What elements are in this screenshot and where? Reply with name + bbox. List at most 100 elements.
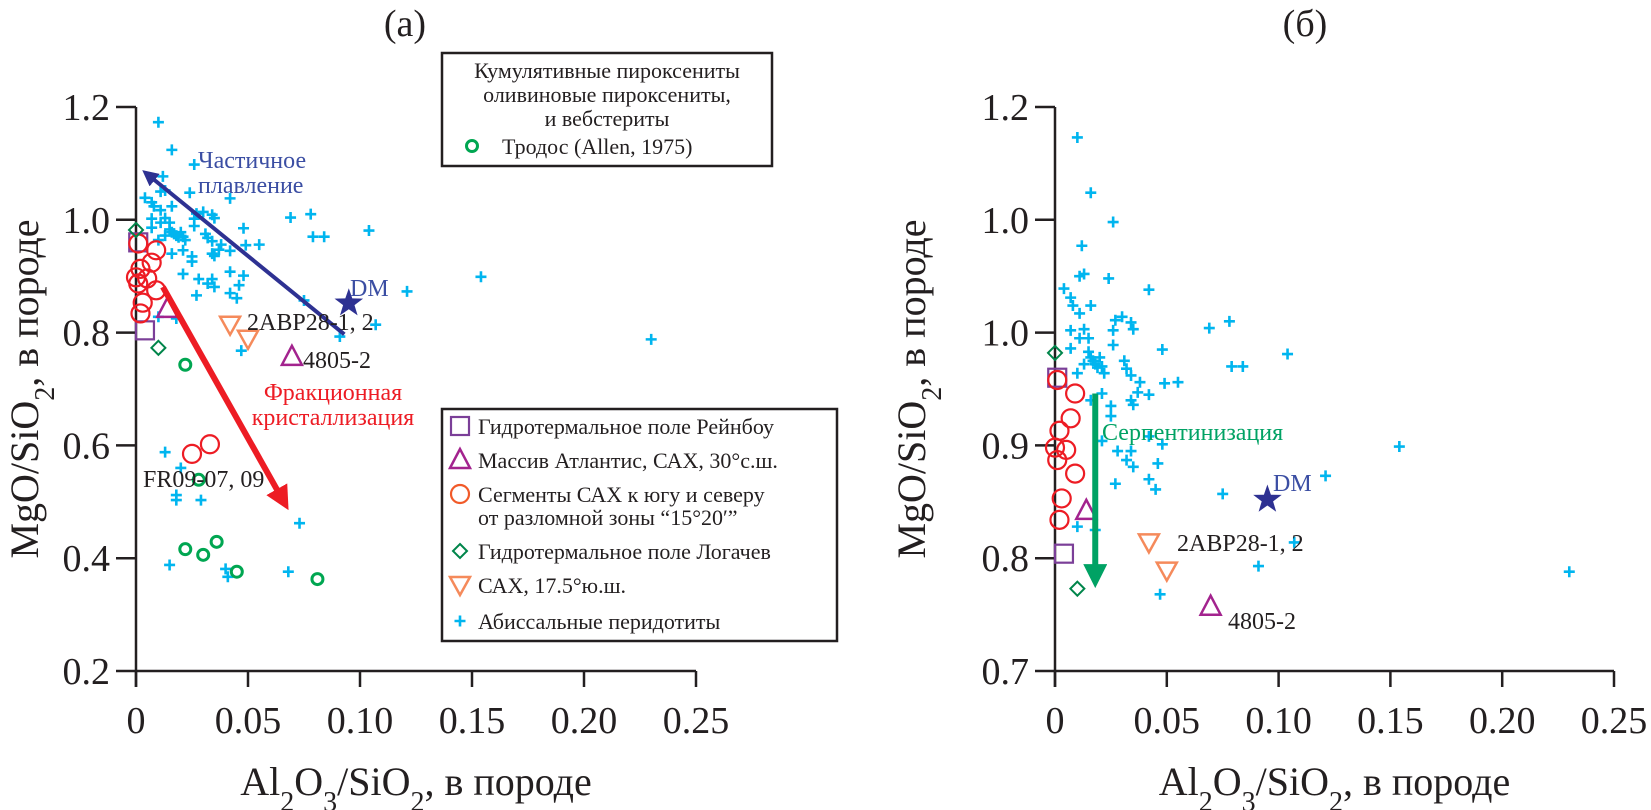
x-tick-label: 0.25 xyxy=(663,700,730,742)
legend-heading: оливиновые пироксениты, xyxy=(483,82,731,107)
point-troodos xyxy=(310,572,325,587)
legend-label-mar175: САХ, 17.5°ю.ш. xyxy=(478,573,626,598)
plot-area xyxy=(1044,131,1575,616)
panel-title: (а) xyxy=(384,3,426,45)
panel-b: (б) 0 0.05 0.10 0.15 0.20 0.25 0.7 0.8 0.9 1.0 1.0 1… xyxy=(889,3,1647,810)
x-tick-label: 0.20 xyxy=(551,700,618,742)
point-abyssal xyxy=(186,256,198,268)
point-abyssal xyxy=(1121,454,1133,466)
point-abyssal xyxy=(1118,355,1130,367)
point-segments xyxy=(1047,449,1068,471)
point-segments xyxy=(130,303,151,324)
point-abyssal xyxy=(1103,272,1115,284)
point-abyssal xyxy=(1156,344,1168,356)
point-abyssal xyxy=(1107,324,1119,336)
point-dm xyxy=(1253,484,1282,512)
point-abyssal xyxy=(166,144,178,156)
y-tick-label: 0.7 xyxy=(982,651,1030,693)
point-abyssal xyxy=(401,285,413,297)
point-abyssal xyxy=(1121,363,1133,375)
point-abyssal xyxy=(475,271,487,283)
panel-a: (а) 0 0.05 0.10 0.15 0.20 0.25 0.2 0.4 0.6 0.8 1.0 1… xyxy=(2,3,839,810)
point-abyssal xyxy=(240,239,252,251)
point-segments xyxy=(199,434,221,455)
point-segments xyxy=(1044,437,1066,458)
point-abyssal xyxy=(215,239,227,251)
point-abyssal xyxy=(645,333,657,345)
series-logatchev xyxy=(1046,344,1086,598)
y-tick-label: 1.0 xyxy=(982,200,1030,242)
legend-heading: Кумулятивные пироксениты xyxy=(474,58,740,83)
point-segments xyxy=(1065,383,1086,404)
point-abyssal xyxy=(139,192,151,204)
point-abyssal xyxy=(1085,187,1097,199)
point-troodos xyxy=(209,534,224,549)
y-tick-label: 0.8 xyxy=(982,538,1030,580)
point-abyssal xyxy=(307,231,319,243)
point-abyssal xyxy=(197,206,209,218)
point-abyssal xyxy=(1125,369,1137,381)
point-abyssal xyxy=(1058,283,1070,295)
legend-main: Гидротермальное поле Рейнбоу Массив Атлан… xyxy=(440,407,839,643)
point-abyssal xyxy=(253,239,265,251)
legend-label-troodos: Тродос (Allen, 1975) xyxy=(502,134,693,159)
point-segments xyxy=(1060,408,1081,429)
legend-marker-rainbow xyxy=(449,415,471,437)
annotation-abp-label: 2ABP28-1, 2 xyxy=(247,310,374,336)
point-abyssal xyxy=(1105,400,1117,412)
x-tick-label: 0.15 xyxy=(439,700,506,742)
point-abyssal xyxy=(1226,360,1238,372)
legend-heading: и вебстериты xyxy=(545,106,670,131)
point-abyssal xyxy=(206,248,218,260)
y-tick-label: 1.2 xyxy=(982,87,1030,129)
point-abyssal xyxy=(1150,483,1162,495)
point-abyssal xyxy=(1109,478,1121,490)
point-abyssal xyxy=(1143,473,1155,485)
point-abyssal xyxy=(1159,377,1171,389)
y-axis-title: MgO/SiO2, в породе xyxy=(2,219,61,558)
point-abyssal xyxy=(1127,399,1139,411)
legend-label-rainbow: Гидротермальное поле Рейнбоу xyxy=(478,414,774,439)
point-abyssal xyxy=(238,270,250,282)
point-abyssal xyxy=(166,200,178,212)
point-abyssal xyxy=(148,200,160,212)
x-tick-label: 0 xyxy=(127,700,146,742)
y-tick-label: 1.0 xyxy=(982,313,1030,355)
y-tick-label: 0.9 xyxy=(982,425,1030,467)
point-abyssal xyxy=(1078,268,1090,280)
point-abyssal xyxy=(1109,314,1121,326)
point-abyssal xyxy=(1067,300,1079,312)
annotation-melting-label: Частичное xyxy=(198,148,306,174)
point-logatchev xyxy=(1068,580,1086,598)
point-abyssal xyxy=(370,319,382,331)
point-abyssal xyxy=(1085,300,1097,312)
y-tick-label: 0.8 xyxy=(63,313,111,355)
point-abyssal xyxy=(363,225,375,237)
point-abyssal xyxy=(206,235,218,247)
point-troodos xyxy=(178,357,193,372)
point-abyssal xyxy=(1078,323,1090,335)
point-abyssal xyxy=(1065,324,1077,336)
point-abyssal xyxy=(1096,388,1108,400)
y-axis-title: MgO/SiO2, в породе xyxy=(889,219,948,558)
annotation-dm-label: DM xyxy=(350,276,389,302)
legend-label-atlantis: Массив Атлантис, САХ, 30°с.ш. xyxy=(478,448,778,473)
series-segments xyxy=(125,233,221,464)
point-logatchev xyxy=(149,339,167,357)
point-abyssal xyxy=(294,517,306,529)
point-abyssal xyxy=(235,345,247,357)
point-segments xyxy=(132,292,153,313)
point-abyssal xyxy=(1098,367,1110,379)
point-abyssal xyxy=(157,170,169,182)
point-abyssal xyxy=(1078,358,1090,370)
series-mar175 xyxy=(217,315,261,352)
series-segments xyxy=(1044,369,1086,530)
point-abyssal xyxy=(152,234,164,246)
legend-marker-segments xyxy=(449,483,471,505)
point-abyssal xyxy=(1134,376,1146,388)
point-abyssal xyxy=(188,159,200,171)
series-troodos xyxy=(178,357,325,587)
point-abyssal xyxy=(285,212,297,224)
point-abyssal xyxy=(202,278,214,290)
